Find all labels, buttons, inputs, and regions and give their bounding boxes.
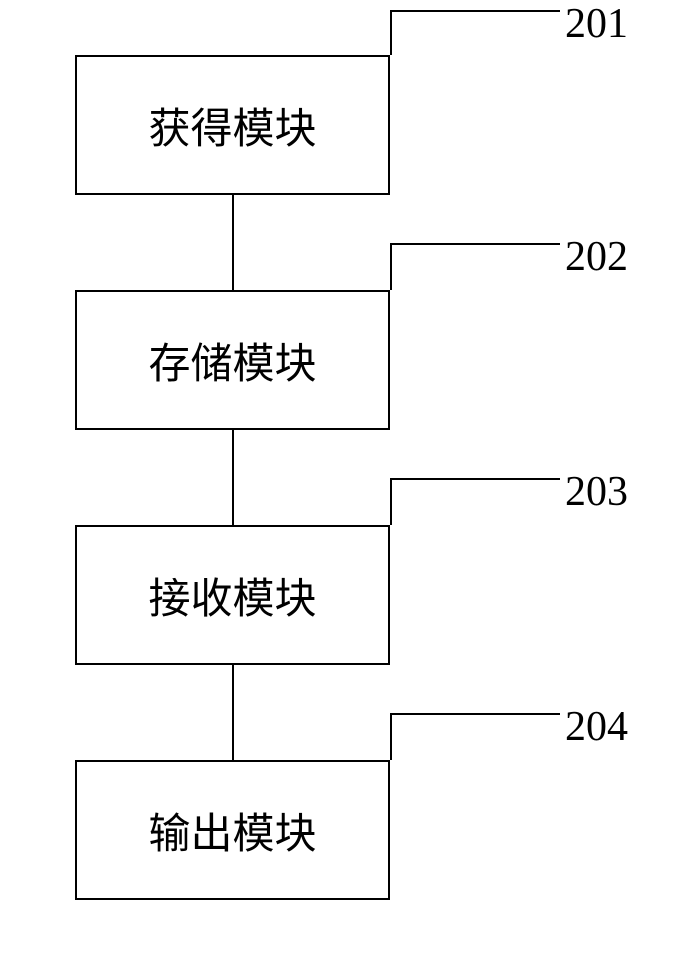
node-n3: 接收模块 xyxy=(75,525,390,665)
leader-vertical xyxy=(390,243,392,290)
leader-vertical xyxy=(390,10,392,55)
leader-vertical xyxy=(390,478,392,525)
node-n4: 输出模块 xyxy=(75,760,390,900)
node-number-label: 203 xyxy=(565,468,628,516)
node-label: 输出模块 xyxy=(148,800,316,861)
edge-n1-n2 xyxy=(232,195,234,290)
edge-n2-n3 xyxy=(232,430,234,525)
node-label: 接收模块 xyxy=(148,565,316,626)
leader-horizontal xyxy=(390,243,560,245)
leader-vertical xyxy=(390,713,392,760)
leader-horizontal xyxy=(390,713,560,715)
node-n1: 获得模块 xyxy=(75,55,390,195)
node-n2: 存储模块 xyxy=(75,290,390,430)
leader-horizontal xyxy=(390,478,560,480)
node-number-label: 204 xyxy=(565,703,628,751)
leader-horizontal xyxy=(390,10,560,12)
node-number-label: 202 xyxy=(565,233,628,281)
node-label: 存储模块 xyxy=(148,330,316,391)
node-label: 获得模块 xyxy=(148,95,316,156)
edge-n3-n4 xyxy=(232,665,234,760)
node-number-label: 201 xyxy=(565,0,628,48)
